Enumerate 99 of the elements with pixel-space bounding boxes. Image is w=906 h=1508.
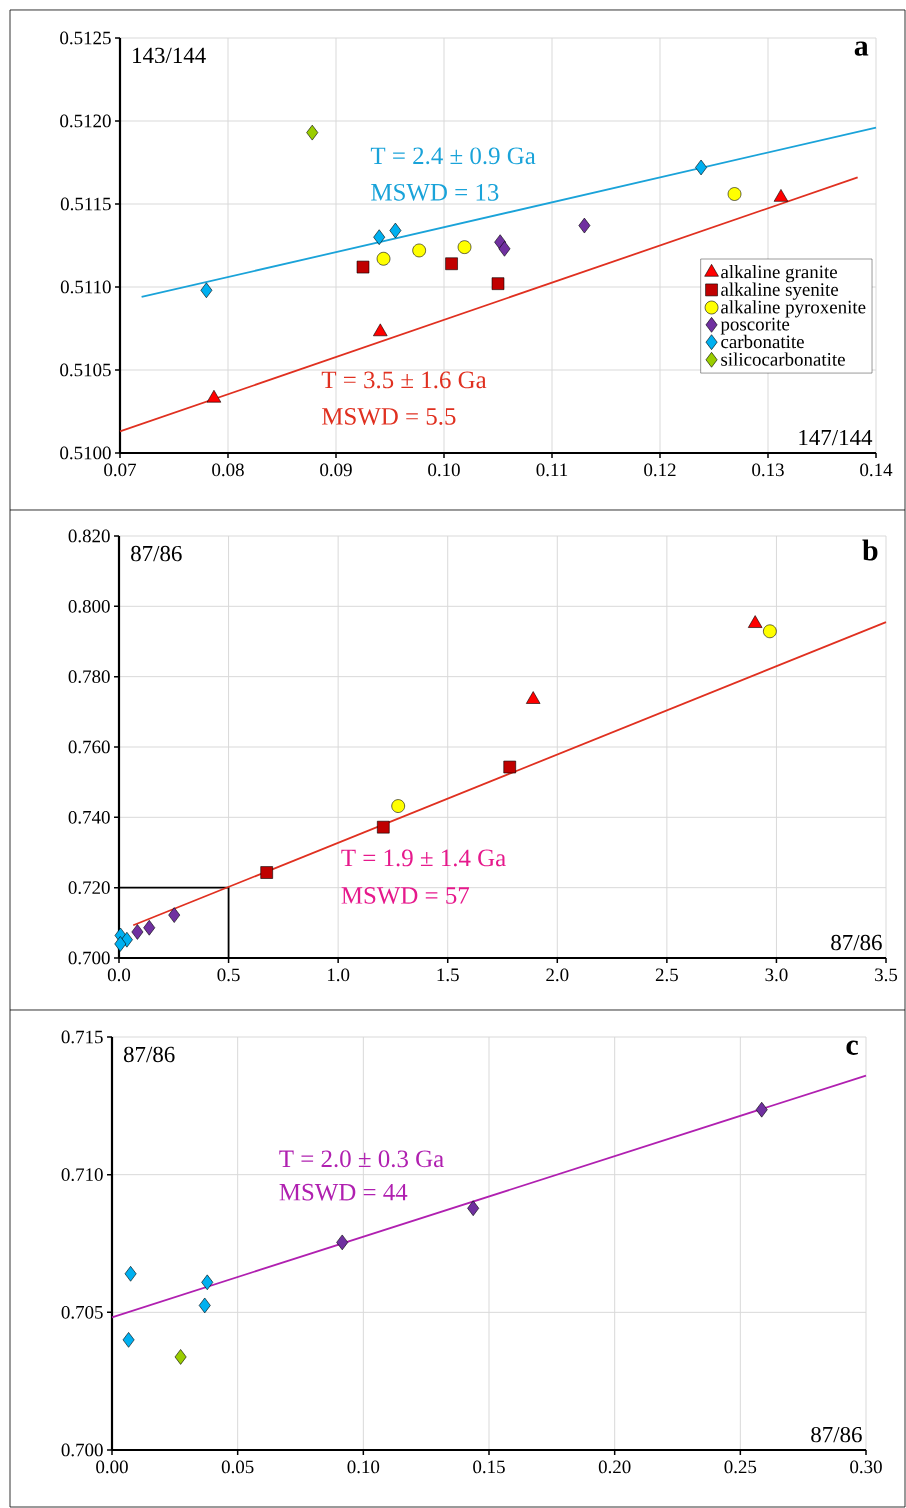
point	[391, 799, 405, 813]
annotation: MSWD = 44	[279, 1183, 408, 1201]
legend-label: alkaline pyroxenite	[721, 300, 866, 318]
point	[168, 907, 181, 923]
chart-title: c	[846, 1040, 858, 1055]
x-tick-label: 0.15	[473, 1460, 505, 1474]
y-tick-label: 0.760	[68, 740, 110, 754]
y-tick-label: 0.5125	[60, 31, 111, 45]
point	[376, 251, 391, 266]
x-tick-label: 1.0	[327, 968, 350, 982]
y-tick-label: 0.710	[61, 1168, 103, 1182]
point	[412, 243, 426, 258]
y-axis-title: 87/86	[123, 1046, 175, 1063]
point	[467, 1200, 480, 1217]
legend-label: carbonatite	[721, 334, 804, 349]
point	[445, 257, 458, 271]
y-tick-label: 0.705	[61, 1305, 103, 1319]
chart-title: a	[854, 41, 869, 56]
point	[773, 189, 789, 202]
annotation: T = 2.0 ± 0.3 Ga	[279, 1150, 444, 1168]
x-tick-label: 0.05	[221, 1460, 254, 1474]
point	[373, 323, 388, 337]
x-tick-label: 0.0	[107, 968, 131, 982]
x-axis-title: 87/86	[831, 934, 882, 951]
annotation: MSWD = 13	[371, 183, 499, 201]
point	[124, 1266, 137, 1282]
annotation: T = 3.5 ± 1.6 Ga	[321, 371, 487, 389]
chart-title: b	[862, 539, 878, 561]
y-tick-label: 0.700	[68, 951, 110, 965]
x-tick-label: 0.13	[752, 463, 784, 477]
legend-label: alkaline syenite	[721, 282, 839, 300]
x-tick-label: 0.14	[860, 463, 893, 477]
x-tick-label: 0.12	[644, 463, 676, 477]
point	[755, 1101, 768, 1118]
y-tick-label: 0.780	[68, 670, 110, 684]
y-tick-label: 0.700	[61, 1443, 103, 1457]
x-axis-title: 147/144	[799, 429, 873, 446]
y-tick-label: 0.5100	[60, 446, 111, 460]
annotation: MSWD = 57	[341, 887, 470, 904]
point	[377, 820, 390, 834]
point	[206, 389, 222, 403]
x-tick-label: 3.0	[765, 968, 788, 982]
annotation: T = 1.9 ± 1.4 Ga	[341, 849, 506, 867]
x-tick-label: 0.25	[724, 1460, 757, 1474]
y-tick-label: 0.5105	[60, 363, 111, 377]
point	[503, 760, 517, 774]
point	[747, 615, 763, 628]
y-axis-title: 87/86	[131, 545, 182, 562]
y-tick-label: 0.800	[68, 599, 110, 613]
point	[525, 691, 541, 704]
point	[498, 241, 511, 257]
x-tick-label: 0.08	[212, 463, 244, 477]
point	[143, 919, 156, 936]
x-tick-label: 0.11	[536, 463, 568, 477]
x-tick-label: 0.30	[850, 1460, 882, 1474]
point	[727, 187, 742, 201]
point	[389, 222, 402, 239]
point	[578, 217, 591, 234]
x-tick-label: 3.5	[875, 968, 898, 982]
x-tick-label: 0.5	[217, 968, 240, 982]
point	[260, 866, 273, 879]
y-tick-label: 0.5110	[60, 280, 111, 294]
legend-label: alkaline granite	[721, 264, 838, 283]
y-tick-label: 0.820	[68, 529, 110, 543]
annotation: T = 2.4 ± 0.9 Ga	[370, 147, 536, 165]
x-tick-label: 0.00	[96, 1460, 128, 1474]
point	[373, 229, 386, 245]
x-tick-label: 1.5	[437, 968, 459, 982]
point	[201, 1274, 214, 1291]
point	[695, 159, 707, 176]
point	[763, 624, 777, 639]
point	[174, 1349, 187, 1365]
x-tick-label: 0.09	[320, 463, 352, 477]
y-axis-title: 143/144	[133, 47, 206, 64]
y-tick-label: 0.715	[61, 1030, 103, 1044]
legend-label: silicocarbonatite	[721, 352, 845, 366]
point	[336, 1234, 349, 1251]
point	[491, 277, 505, 290]
y-tick-label: 0.5120	[60, 114, 111, 128]
x-axis-title: 87/86	[811, 1426, 862, 1443]
y-tick-label: 0.740	[68, 810, 110, 824]
point	[457, 240, 472, 254]
point	[306, 124, 319, 141]
y-tick-label: 0.5115	[60, 197, 111, 211]
point	[198, 1297, 211, 1314]
annotation: MSWD = 5.5	[322, 408, 456, 425]
x-tick-label: 0.10	[428, 463, 460, 477]
x-tick-label: 0.07	[104, 463, 137, 477]
point	[200, 282, 213, 299]
point	[131, 924, 144, 940]
legend-label: poscorite	[720, 317, 790, 335]
point	[356, 260, 370, 274]
x-tick-label: 2.0	[546, 968, 569, 982]
x-tick-label: 2.5	[655, 968, 678, 982]
y-tick-label: 0.720	[68, 881, 110, 895]
x-tick-label: 0.20	[598, 1460, 631, 1474]
x-tick-label: 0.10	[347, 1460, 380, 1474]
point	[122, 1332, 135, 1348]
point	[114, 936, 127, 952]
